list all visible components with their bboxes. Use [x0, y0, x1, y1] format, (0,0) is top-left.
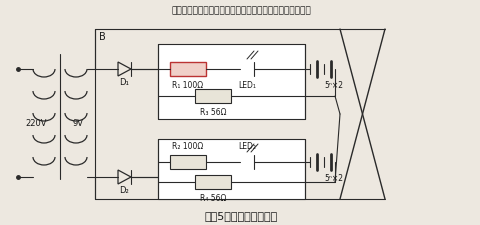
Text: LED₂: LED₂ [238, 142, 255, 151]
Text: LED₁: LED₁ [238, 81, 255, 90]
Bar [157, 45, 304, 119]
Bar [169, 63, 205, 77]
Text: 号电池充电。实际上该电路又兼地对七、干两组电池充电。: 号电池充电。实际上该电路又兼地对七、干两组电池充电。 [171, 6, 310, 15]
Text: D₂: D₂ [119, 186, 129, 195]
Text: 9V: 9V [72, 119, 84, 128]
Bar [157, 139, 304, 199]
Text: 5ⁿ×2: 5ⁿ×2 [324, 174, 343, 183]
Text: R₄ 56Ω: R₄ 56Ω [199, 194, 226, 202]
Text: R₃ 56Ω: R₃ 56Ω [199, 108, 226, 117]
Text: R₁ 100Ω: R₁ 100Ω [172, 81, 203, 90]
Bar [169, 155, 205, 169]
Text: 5ⁿ×2: 5ⁿ×2 [324, 81, 343, 90]
Bar [194, 90, 230, 104]
Text: 220V: 220V [25, 119, 47, 128]
Bar [194, 175, 230, 189]
Text: R₂ 100Ω: R₂ 100Ω [172, 142, 203, 151]
Text: B: B [99, 32, 106, 42]
Text: D₁: D₁ [119, 78, 129, 87]
Text: 自制5号电池充电器电路: 自制5号电池充电器电路 [204, 210, 277, 220]
